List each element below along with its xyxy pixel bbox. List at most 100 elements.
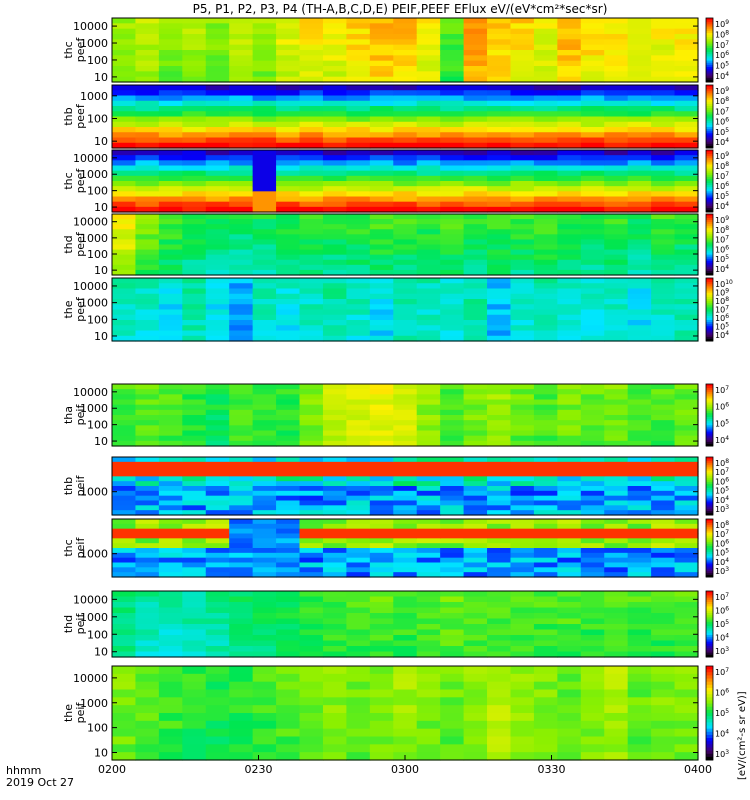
- spectrogram-cell: [463, 201, 488, 208]
- spectrogram-cell: [674, 137, 699, 144]
- spectrogram-cell: [158, 259, 183, 266]
- spectrogram-cell: [205, 510, 230, 516]
- spectrogram-cell: [322, 111, 347, 118]
- spectrogram-cell: [440, 523, 465, 530]
- spectrogram-cell: [369, 165, 394, 172]
- colorbar-step: [706, 628, 713, 632]
- colorbar-step: [706, 697, 713, 701]
- spectrogram-cell: [182, 457, 207, 463]
- spectrogram-cell: [533, 66, 558, 72]
- spectrogram-cell: [580, 624, 605, 631]
- spectrogram-cell: [510, 557, 535, 564]
- spectrogram-cell: [463, 519, 488, 525]
- spectrogram-cell: [182, 705, 207, 714]
- spectrogram-cell: [135, 142, 160, 149]
- spectrogram-cell: [112, 90, 137, 97]
- spectrogram-cell: [229, 481, 254, 487]
- spectrogram-cell: [205, 673, 230, 683]
- spectrogram-cell: [112, 495, 137, 502]
- spectrogram-cell: [346, 90, 371, 97]
- y-tick-label: 1000: [80, 486, 108, 499]
- spectrogram-cell: [322, 304, 347, 311]
- colorbar-step: [706, 116, 713, 120]
- spectrogram-cell: [463, 548, 488, 554]
- colorbar-step: [706, 417, 713, 420]
- spectrogram-cell: [674, 34, 699, 40]
- spectrogram-cell: [416, 624, 441, 631]
- spectrogram-cell: [322, 557, 347, 564]
- spectrogram-cell: [252, 461, 277, 468]
- spectrogram-cell: [627, 121, 652, 128]
- spectrogram-cell: [440, 635, 465, 642]
- colorbar-step: [706, 462, 713, 466]
- spectrogram-cell: [487, 259, 512, 266]
- spectrogram-cell: [463, 689, 488, 698]
- spectrogram-cell: [533, 269, 558, 276]
- spectrogram-cell: [158, 495, 183, 502]
- spectrogram-cell: [158, 132, 183, 139]
- spectrogram-cell: [580, 234, 605, 241]
- spectrogram-cell: [182, 440, 207, 447]
- spectrogram-cell: [135, 175, 160, 182]
- spectrogram-cell: [627, 440, 652, 447]
- spectrogram-cell: [463, 23, 488, 30]
- spectrogram-cell: [299, 500, 324, 506]
- spectrogram-cell: [440, 214, 465, 220]
- spectrogram-cell: [299, 528, 324, 535]
- spectrogram-cell: [580, 752, 605, 761]
- spectrogram-cell: [369, 85, 394, 91]
- spectrogram-cell: [604, 44, 629, 51]
- spectrogram-cell: [674, 471, 699, 477]
- colorbar-step: [706, 93, 713, 96]
- colorbar-step: [706, 470, 713, 473]
- spectrogram-cell: [252, 697, 277, 706]
- spectrogram-cell: [651, 325, 676, 332]
- spectrogram-cell: [346, 543, 371, 549]
- spectrogram-cell: [158, 239, 183, 246]
- spectrogram-cell: [158, 244, 183, 251]
- spectrogram-cell: [322, 543, 347, 549]
- spectrogram-cell: [252, 415, 277, 421]
- spectrogram-cell: [557, 495, 582, 502]
- colorbar-step: [706, 230, 713, 233]
- colorbar-step: [706, 532, 713, 535]
- spectrogram-cell: [158, 165, 183, 172]
- spectrogram-cell: [322, 389, 347, 395]
- spectrogram-cell: [557, 304, 582, 311]
- spectrogram-cell: [135, 440, 160, 447]
- spectrogram-cell: [674, 100, 699, 107]
- spectrogram-cell: [674, 186, 699, 192]
- spectrogram-cell: [533, 425, 558, 432]
- spectrogram-cell: [205, 55, 230, 62]
- spectrogram-cell: [112, 510, 137, 516]
- spectrogram-cell: [112, 689, 137, 698]
- colorbar-step: [706, 421, 713, 424]
- y-tick-label: 1000: [80, 168, 108, 181]
- spectrogram-cell: [487, 219, 512, 225]
- spectrogram-cell: [205, 259, 230, 266]
- spectrogram-cell: [205, 100, 230, 107]
- spectrogram-cell: [369, 206, 394, 213]
- spectrogram-cell: [487, 744, 512, 753]
- spectrogram-cell: [252, 34, 277, 40]
- spectrogram-cell: [346, 705, 371, 714]
- y-axis-label: thc: [62, 539, 75, 556]
- spectrogram-cell: [651, 533, 676, 539]
- spectrogram-cell: [393, 384, 418, 390]
- spectrogram-cell: [346, 85, 371, 91]
- spectrogram-cell: [252, 713, 277, 722]
- spectrogram-cell: [604, 71, 629, 78]
- spectrogram-cell: [393, 689, 418, 698]
- spectrogram-cell: [112, 18, 137, 24]
- spectrogram-cell: [229, 713, 254, 722]
- spectrogram-cell: [369, 681, 394, 691]
- spectrogram-cell: [440, 121, 465, 128]
- spectrogram-cell: [510, 121, 535, 128]
- spectrogram-cell: [322, 71, 347, 78]
- spectrogram-cell: [276, 23, 301, 30]
- spectrogram-cell: [557, 100, 582, 107]
- spectrogram-cell: [557, 384, 582, 390]
- spectrogram-cell: [252, 50, 277, 56]
- spectrogram-cell: [182, 335, 207, 342]
- spectrogram-cell: [416, 543, 441, 549]
